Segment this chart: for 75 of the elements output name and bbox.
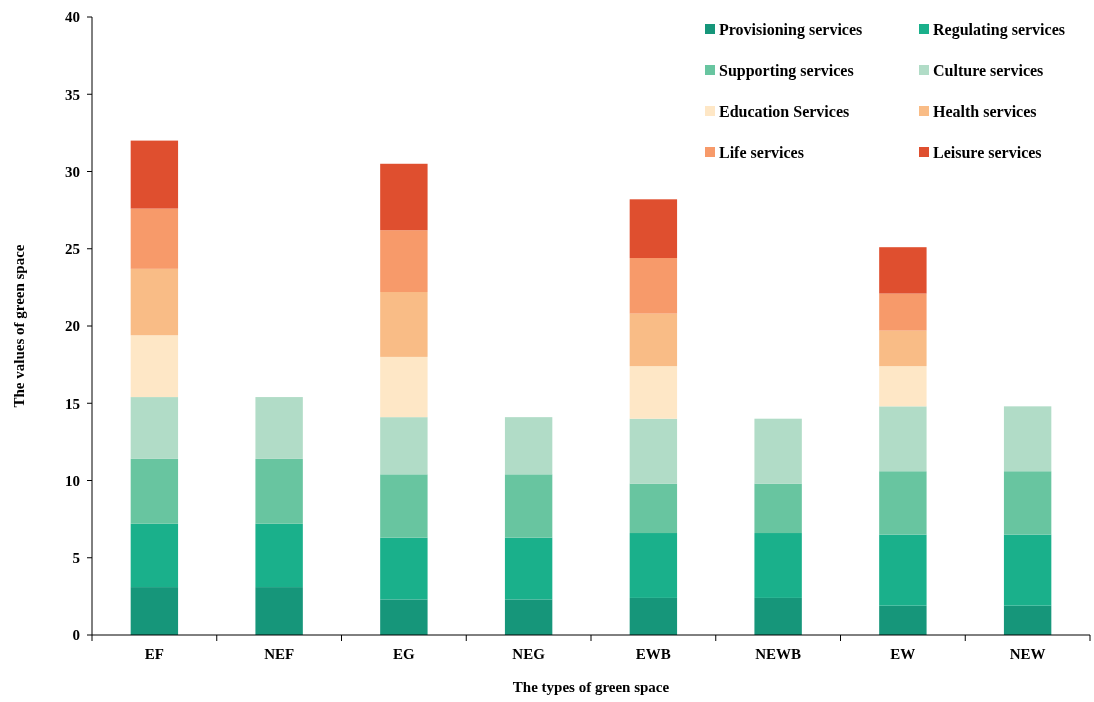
bar	[754, 597, 802, 635]
bar	[879, 605, 927, 635]
bar	[380, 474, 428, 538]
legend-label: Regulating services	[933, 20, 1065, 39]
bar	[879, 534, 927, 606]
bar	[629, 533, 678, 598]
y-tick-label: 15	[65, 395, 80, 412]
y-tick-label: 10	[65, 472, 80, 489]
y-tick-label: 30	[65, 163, 80, 180]
bar	[380, 417, 428, 475]
bar	[879, 330, 927, 367]
bar	[504, 537, 553, 600]
legend-label: Provisioning services	[719, 20, 863, 39]
y-tick-label: 40	[65, 9, 80, 26]
bar	[879, 406, 927, 472]
bar	[130, 335, 179, 398]
bar	[629, 418, 678, 484]
bar	[629, 258, 678, 314]
bar	[1003, 534, 1052, 606]
bar	[504, 599, 553, 635]
legend-label: Education Services	[719, 102, 850, 120]
bar	[879, 471, 927, 535]
bar	[504, 417, 553, 475]
legend-label: Leisure services	[933, 143, 1042, 161]
bar	[130, 458, 179, 524]
bar	[130, 587, 179, 635]
y-axis-title: The values of green space	[11, 244, 27, 408]
bar	[629, 313, 678, 367]
bar	[629, 366, 678, 419]
legend-label: Life services	[719, 143, 804, 161]
bar	[255, 458, 303, 524]
bar	[629, 483, 678, 534]
legend-label: Culture services	[933, 61, 1044, 79]
bar	[130, 140, 179, 209]
bar	[380, 599, 428, 635]
x-axis-title: The types of green space	[512, 679, 670, 695]
x-tick-label: NEWB	[755, 646, 802, 662]
bar	[754, 418, 802, 484]
bar	[130, 523, 179, 588]
bar	[130, 208, 179, 269]
x-tick-label: EWB	[635, 646, 671, 662]
bar	[380, 163, 428, 231]
x-tick-label: EF	[144, 646, 164, 662]
y-tick-label: 35	[65, 86, 80, 103]
legend-label: Supporting services	[719, 61, 854, 80]
bar	[380, 537, 428, 600]
bar	[754, 483, 802, 534]
y-tick-label: 25	[65, 241, 80, 257]
bar	[879, 247, 927, 294]
bar	[1003, 471, 1052, 535]
bar	[1003, 406, 1052, 472]
bar	[629, 597, 678, 635]
bar	[380, 292, 428, 357]
bar	[1003, 605, 1052, 635]
x-tick-label: NEG	[512, 646, 546, 662]
x-tick-label: EW	[890, 646, 916, 662]
bar	[629, 199, 678, 259]
legend-label: Health services	[933, 102, 1037, 120]
y-tick-label: 0	[72, 627, 80, 644]
bar	[380, 230, 428, 293]
bar	[879, 366, 927, 407]
bar	[504, 474, 553, 538]
bar	[754, 533, 802, 598]
bar	[255, 523, 303, 588]
x-tick-label: EG	[393, 646, 416, 662]
x-tick-label: NEF	[264, 646, 295, 662]
bar	[130, 268, 179, 336]
bar	[130, 397, 179, 459]
bar	[255, 587, 303, 635]
bar	[255, 397, 303, 459]
y-tick-label: 20	[65, 318, 80, 335]
bar	[879, 293, 927, 331]
x-tick-label: NEW	[1009, 646, 1046, 662]
bar	[380, 356, 428, 418]
y-tick-label: 5	[72, 550, 80, 566]
